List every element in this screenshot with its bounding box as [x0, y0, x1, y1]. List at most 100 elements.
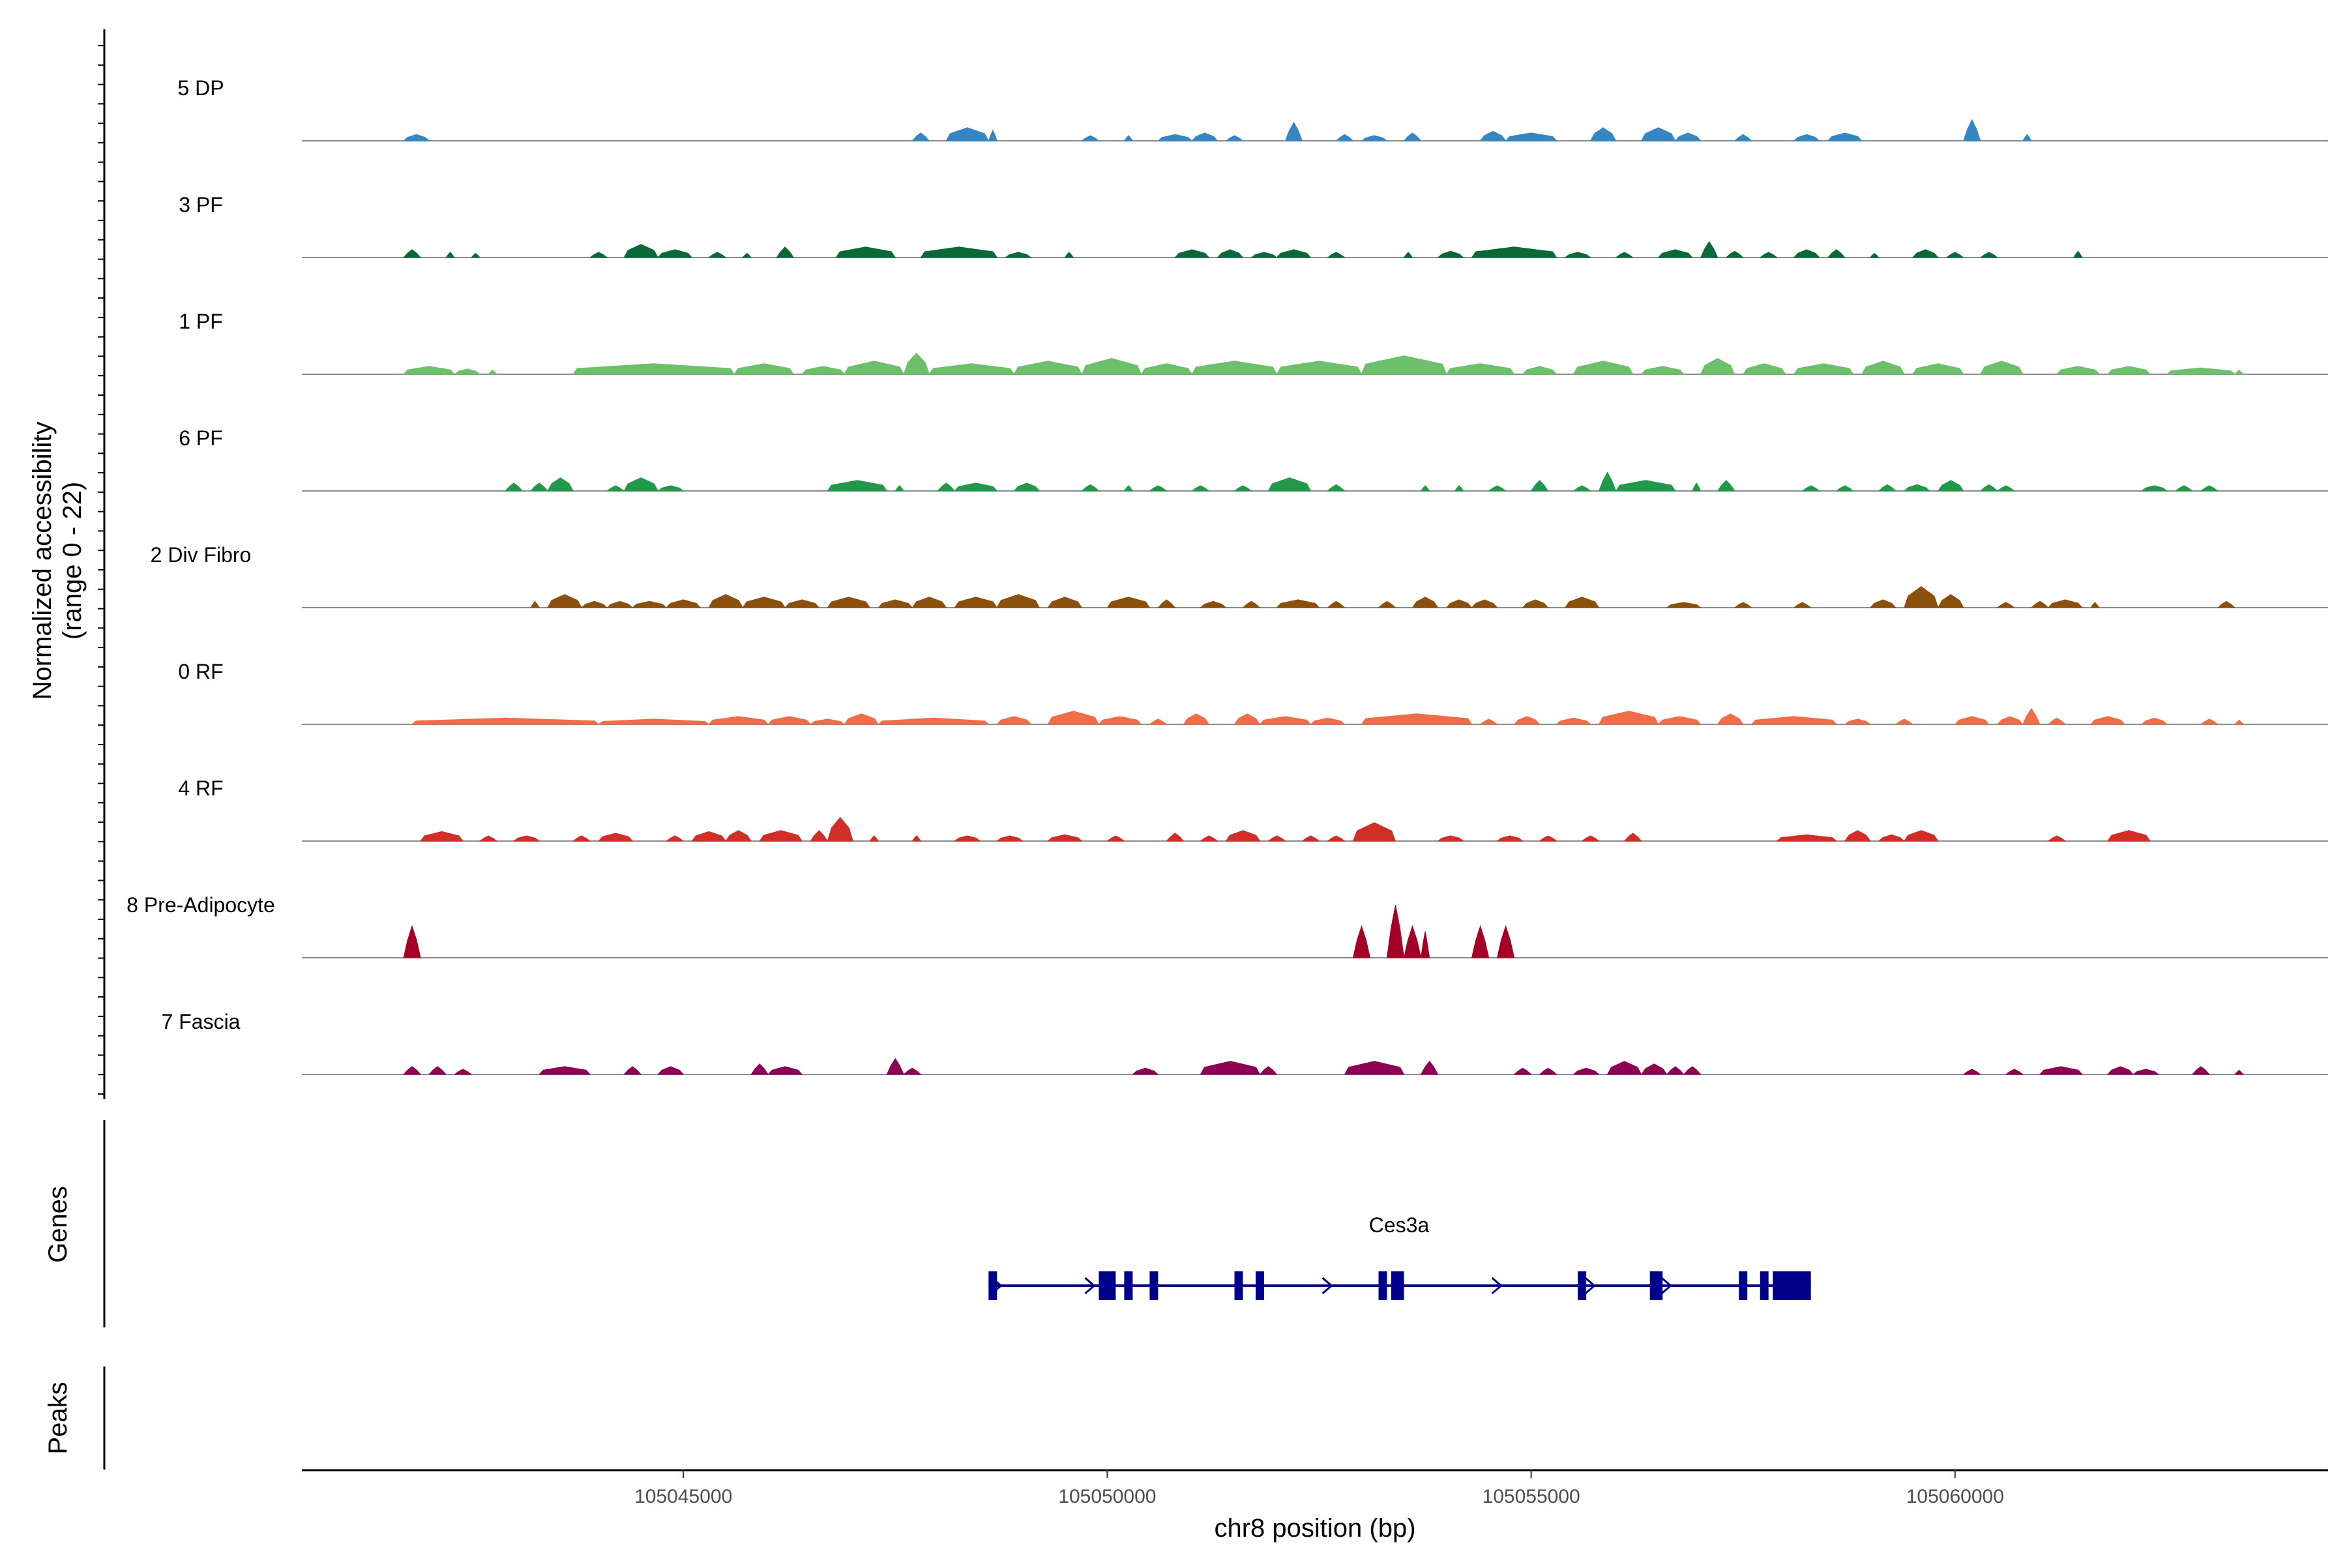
accessibility-peak — [708, 716, 769, 725]
track-label: 3 PF — [179, 193, 223, 216]
accessibility-peak — [742, 597, 786, 608]
accessibility-peak — [1572, 485, 1592, 492]
accessibility-peak — [572, 835, 591, 842]
accessibility-peak — [1191, 361, 1278, 375]
accessibility-peak — [886, 1058, 905, 1075]
gene-exon — [988, 1271, 997, 1300]
accessibility-peak — [1700, 241, 1719, 258]
accessibility-peak — [1589, 127, 1617, 141]
track-label: 8 Pre-Adipocyte — [126, 893, 275, 917]
accessibility-peak — [1564, 252, 1592, 258]
accessibility-peak — [1327, 835, 1346, 842]
strand-arrow-icon — [1084, 1277, 1096, 1295]
accessibility-peak — [1183, 713, 1210, 725]
accessibility-peak — [1191, 132, 1218, 141]
accessibility-peak — [1963, 119, 1981, 141]
accessibility-peak — [631, 600, 668, 608]
gene-track — [988, 1271, 1811, 1300]
accessibility-peak — [1403, 132, 1422, 141]
accessibility-peak — [2234, 369, 2245, 375]
accessibility-peak — [1352, 925, 1371, 958]
track-label: 5 DP — [177, 76, 224, 100]
accessibility-peak — [767, 1066, 803, 1075]
accessibility-peak — [1513, 716, 1541, 725]
strand-arrow-icon — [1321, 1277, 1333, 1295]
accessibility-peak — [1734, 602, 1753, 608]
accessibility-peak — [1666, 602, 1702, 608]
accessibility-peak — [1284, 121, 1303, 141]
accessibility-peak — [1217, 249, 1244, 258]
x-tick-label: 105060000 — [1906, 1486, 2004, 1507]
accessibility-peak — [1080, 135, 1100, 141]
accessibility-peak — [996, 716, 1032, 725]
accessibility-peak — [928, 363, 1015, 375]
accessibility-peak — [1310, 717, 1346, 725]
accessibility-peak — [1666, 1066, 1685, 1075]
accessibility-peak — [2200, 718, 2219, 725]
accessibility-peak — [801, 366, 846, 375]
accessibility-peak — [1013, 361, 1083, 375]
accessibility-peak — [1734, 134, 1753, 141]
accessibility-peak — [2106, 1066, 2134, 1075]
accessibility-peak — [835, 246, 896, 258]
accessibility-peak — [1623, 833, 1642, 842]
accessibility-peak — [1979, 252, 1999, 258]
accessibility-peak — [597, 718, 710, 725]
accessibility-peak — [937, 482, 956, 492]
accessibility-peak — [1386, 905, 1405, 958]
accessibility-peak — [1361, 355, 1447, 375]
x-axis-label: chr8 position (bp) — [1214, 1514, 1415, 1543]
accessibility-peak — [1148, 485, 1168, 492]
accessibility-peak — [1471, 599, 1498, 608]
accessibility-peak — [1904, 585, 1939, 608]
accessibility-peak — [589, 252, 608, 258]
accessibility-peak — [1572, 1067, 1600, 1075]
accessibility-peak — [1471, 246, 1557, 258]
accessibility-peak — [827, 816, 853, 842]
text-layer: Normalized accessibility (range 0 - 22) … — [28, 76, 2004, 1543]
accessibility-peak — [420, 831, 464, 842]
accessibility-peak — [657, 1066, 685, 1075]
x-tick-label: 105050000 — [1058, 1486, 1156, 1507]
accessibility-peak — [1539, 835, 1558, 842]
accessibility-peak — [1505, 132, 1557, 141]
accessibility-peak — [657, 249, 693, 258]
accessibility-peak — [707, 252, 727, 258]
accessibility-peak — [1064, 252, 1074, 258]
accessibility-peak — [911, 835, 922, 842]
accessibility-peak — [1996, 602, 2016, 608]
gene-exon — [1099, 1271, 1116, 1300]
accessibility-peak — [1564, 597, 1600, 608]
accessibility-peak — [1530, 480, 1549, 492]
accessibility-peak — [1403, 925, 1422, 958]
accessibility-peak — [1352, 822, 1396, 842]
accessibility-peak — [767, 716, 812, 725]
accessibility-peak — [529, 482, 549, 492]
accessibility-peak — [1496, 925, 1515, 958]
gene-exon — [1234, 1271, 1243, 1300]
accessibility-peak — [402, 134, 430, 141]
accessibility-peak — [1801, 485, 1821, 492]
gene-exon — [1739, 1271, 1748, 1300]
accessibility-peak — [2217, 600, 2236, 608]
accessibility-peak — [2047, 835, 2067, 842]
gene-exon — [1124, 1271, 1133, 1300]
accessibility-peak — [691, 831, 727, 842]
accessibility-peak — [2234, 1069, 2245, 1075]
accessibility-peak — [665, 835, 685, 842]
accessibility-peak — [810, 830, 829, 842]
accessibility-peak — [597, 833, 634, 842]
accessibility-peak — [1267, 477, 1312, 492]
accessibility-peak — [996, 835, 1024, 842]
accessibility-peak — [1326, 252, 1346, 258]
accessibility-peak — [666, 599, 701, 608]
accessibility-peak — [479, 835, 498, 842]
strand-arrow-icon — [1661, 1277, 1672, 1295]
accessibility-peak — [1937, 480, 1964, 492]
accessibility-peak — [1098, 716, 1142, 725]
accessibility-peak — [402, 1066, 422, 1075]
accessibility-peak — [1496, 835, 1524, 842]
accessibility-peak — [1683, 1066, 1702, 1075]
accessibility-peak — [1979, 484, 1999, 492]
accessibility-peak — [1937, 594, 1964, 608]
